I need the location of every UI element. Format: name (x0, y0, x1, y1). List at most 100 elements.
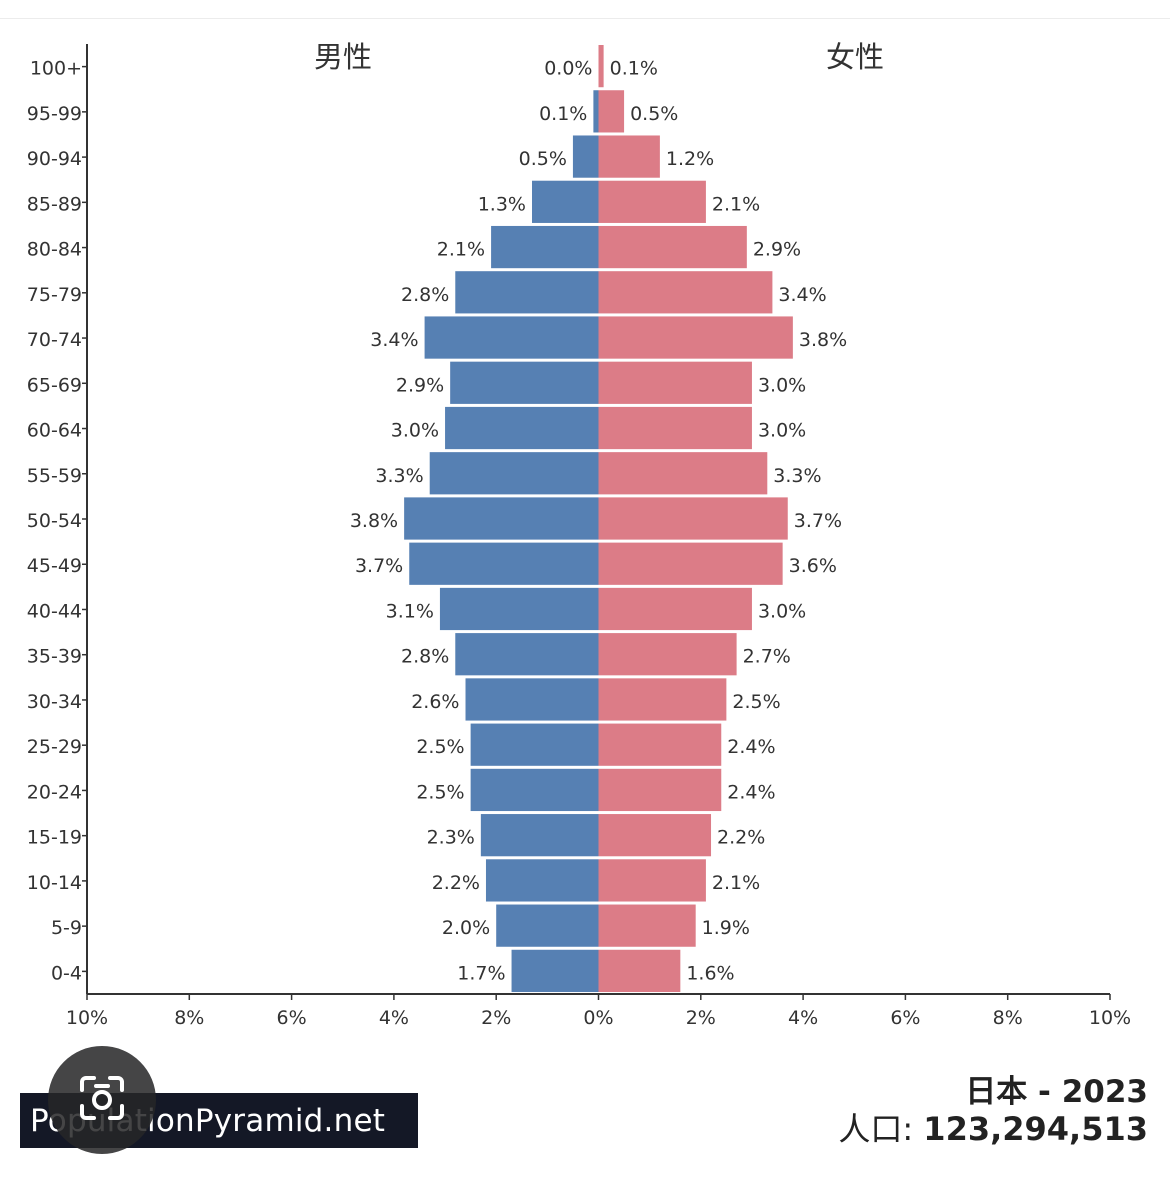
female-value-label: 2.7% (743, 646, 791, 668)
camera-lens-icon (76, 1072, 128, 1128)
female-value-label: 1.6% (686, 962, 734, 984)
male-bar (404, 497, 599, 540)
male-value-label: 0.5% (519, 148, 567, 170)
female-value-label: 3.3% (773, 465, 821, 487)
female-bar (598, 859, 706, 902)
male-bar (465, 678, 599, 721)
age-group-label: 5-9 (51, 917, 82, 939)
female-value-label: 3.6% (789, 555, 837, 577)
female-value-label: 1.2% (666, 148, 714, 170)
age-group-label: 60-64 (27, 420, 82, 442)
female-bar (598, 271, 773, 314)
age-group-label: 30-34 (27, 691, 82, 713)
male-bar (470, 723, 599, 766)
female-bar (598, 587, 752, 631)
male-value-label: 3.3% (375, 465, 423, 487)
male-value-label: 2.3% (427, 827, 475, 849)
age-group-label: 45-49 (27, 555, 82, 577)
camera-lens-button[interactable] (48, 1046, 156, 1154)
age-group-label: 55-59 (27, 465, 82, 487)
age-group-label: 70-74 (27, 329, 82, 351)
female-bar (598, 497, 788, 540)
male-value-label: 0.0% (544, 58, 592, 80)
x-tick-label: 10% (1089, 1007, 1131, 1029)
x-tick-label: 0% (583, 1007, 613, 1029)
age-group-label: 10-14 (27, 872, 82, 894)
age-group-label: 75-79 (27, 284, 82, 306)
male-bar (593, 90, 599, 133)
female-value-label: 0.5% (630, 103, 678, 125)
female-bar (598, 180, 706, 223)
male-value-label: 3.0% (391, 420, 439, 442)
female-bar (598, 723, 722, 766)
female-bar (598, 316, 793, 359)
x-tick-label: 6% (277, 1007, 307, 1029)
age-group-label: 25-29 (27, 736, 82, 758)
age-group-label: 50-54 (27, 510, 82, 532)
x-tick-label: 2% (686, 1007, 716, 1029)
age-group-label: 20-24 (27, 781, 82, 803)
country-year-title: 日本 - 2023 (965, 1074, 1148, 1110)
x-tick-label: 6% (890, 1007, 920, 1029)
age-group-label: 65-69 (27, 374, 82, 396)
x-tick-label: 8% (993, 1007, 1023, 1029)
female-value-label: 2.4% (727, 781, 775, 803)
male-bar (470, 768, 599, 812)
female-value-label: 3.8% (799, 329, 847, 351)
female-value-label: 2.5% (732, 691, 780, 713)
male-bar (455, 271, 599, 314)
male-value-label: 2.5% (416, 781, 464, 803)
male-bar (409, 542, 599, 585)
female-value-label: 2.1% (712, 193, 760, 215)
female-value-label: 3.0% (758, 600, 806, 622)
age-group-label: 15-19 (27, 827, 82, 849)
male-bar (450, 361, 599, 404)
series-name-female: 女性 (826, 40, 884, 74)
female-bar (598, 814, 712, 857)
age-group-label: 95-99 (27, 103, 82, 125)
female-bar (598, 361, 752, 404)
female-bar (598, 135, 660, 178)
male-bar (532, 180, 599, 223)
female-value-label: 2.4% (727, 736, 775, 758)
female-value-label: 2.2% (717, 827, 765, 849)
population-line: 人口: 123,294,513 (838, 1104, 1148, 1150)
female-value-label: 3.4% (778, 284, 826, 306)
age-group-label: 0-4 (51, 962, 82, 984)
female-bar (598, 225, 747, 269)
female-value-label: 1.9% (702, 917, 750, 939)
female-bar (598, 90, 625, 133)
male-value-label: 2.0% (442, 917, 490, 939)
age-group-label: 100+ (30, 58, 82, 80)
female-bar (598, 768, 722, 812)
male-bar (455, 633, 599, 676)
male-value-label: 2.6% (411, 691, 459, 713)
population-value: 123,294,513 (923, 1110, 1148, 1148)
top-divider (0, 18, 1170, 19)
x-tick-label: 8% (174, 1007, 204, 1029)
age-group-label: 40-44 (27, 600, 82, 622)
female-bar (598, 904, 696, 947)
x-tick-label: 4% (379, 1007, 409, 1029)
male-bar (511, 949, 599, 992)
age-group-label: 80-84 (27, 239, 82, 261)
female-bar (598, 452, 768, 495)
female-value-label: 3.0% (758, 374, 806, 396)
male-bar (572, 135, 599, 178)
age-group-label: 35-39 (27, 646, 82, 668)
male-value-label: 2.8% (401, 646, 449, 668)
male-value-label: 2.8% (401, 284, 449, 306)
male-value-label: 3.4% (370, 329, 418, 351)
male-value-label: 3.7% (355, 555, 403, 577)
male-bar (496, 904, 599, 947)
x-tick-label: 2% (481, 1007, 511, 1029)
female-value-label: 3.7% (794, 510, 842, 532)
female-bar (598, 45, 604, 88)
female-value-label: 3.0% (758, 420, 806, 442)
male-value-label: 2.2% (432, 872, 480, 894)
male-bar (424, 316, 599, 359)
age-group-label: 90-94 (27, 148, 82, 170)
population-label: 人口: (838, 1110, 924, 1148)
female-bar (598, 633, 737, 676)
male-bar (485, 859, 599, 902)
